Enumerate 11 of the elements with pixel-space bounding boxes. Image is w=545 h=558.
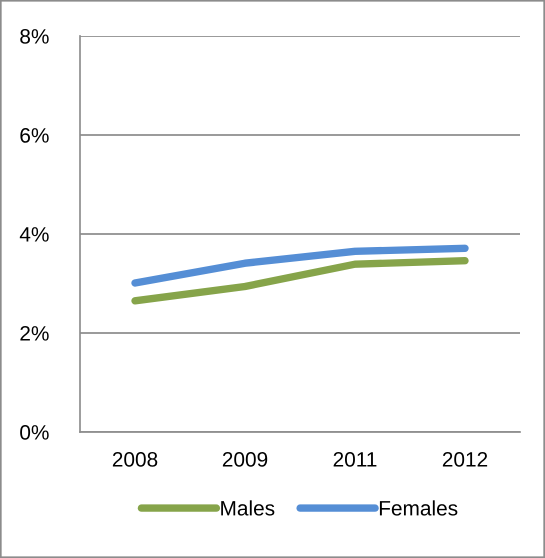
legend-label: Males [221, 500, 274, 516]
x-tick-label: 2008 [112, 452, 158, 467]
y-tick-label: 0% [20, 425, 49, 440]
x-tick-label: 2009 [222, 452, 268, 467]
y-tick-label: 4% [20, 227, 49, 242]
y-tick-label: 2% [20, 326, 49, 341]
x-tick-label: 2012 [442, 452, 488, 467]
y-tick-label: 6% [20, 128, 49, 143]
legend-label: Females [380, 500, 458, 516]
y-tick-label: 8% [20, 29, 49, 44]
x-tick-label: 2011 [334, 452, 376, 467]
